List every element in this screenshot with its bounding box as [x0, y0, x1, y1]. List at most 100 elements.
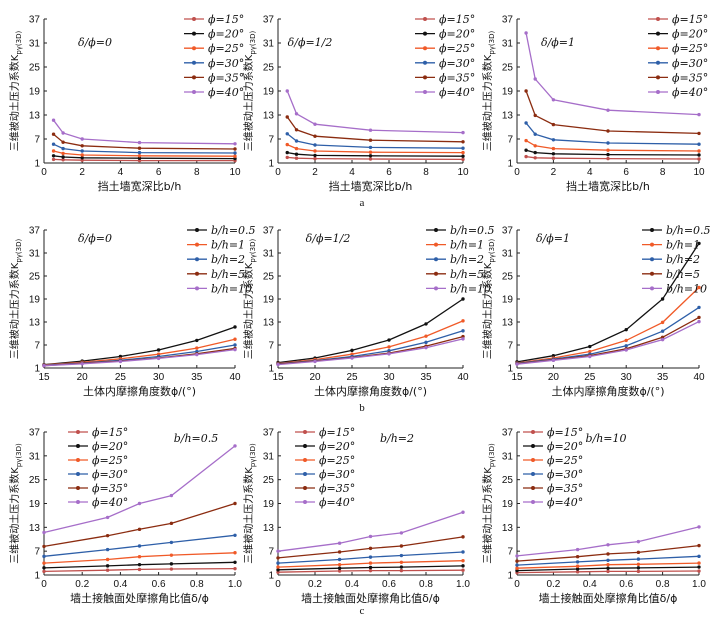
y-tick-label: 37: [502, 226, 514, 237]
legend-label: b/h=10: [666, 282, 707, 295]
chart-panel-b-1: 1 7 13 19 25 31 37 15 20 25 30 35 40 三维被动土压力系数Kpγ(3D)…: [8, 224, 256, 398]
data-point: [42, 544, 46, 549]
panel-annotation: δ/ϕ=1: [536, 232, 570, 245]
data-point: [313, 156, 317, 161]
data-point: [368, 561, 373, 565]
data-point: [61, 131, 65, 135]
legend-marker: [650, 271, 654, 276]
data-point: [660, 337, 665, 342]
legend-label: ϕ=30°: [672, 57, 708, 70]
data-point: [233, 566, 237, 571]
legend-marker: [531, 486, 535, 490]
legend-marker: [303, 472, 307, 476]
y-tick-label: 25: [29, 272, 41, 283]
data-point: [42, 554, 46, 559]
x-tick-label: 10: [457, 167, 469, 178]
data-point: [105, 547, 110, 552]
legend-marker: [76, 458, 80, 462]
data-point: [195, 346, 199, 350]
x-tick-label: 0: [41, 167, 47, 178]
data-point: [51, 154, 56, 158]
legend-label: b/h=0.5: [666, 224, 711, 237]
data-point: [42, 569, 46, 574]
series-line: [43, 326, 236, 366]
data-point: [424, 322, 428, 326]
y-tick-label: 19: [29, 87, 41, 98]
data-point: [156, 348, 161, 352]
x-tick-label: 0: [514, 167, 520, 178]
data-point: [195, 338, 199, 343]
data-point: [606, 543, 610, 547]
data-point: [233, 343, 237, 347]
legend-marker: [656, 31, 660, 36]
data-point: [533, 132, 537, 136]
subfigure-label: a: [360, 197, 365, 209]
y-axis-title: 三维被动土压力系数Kpγ(3D): [242, 239, 257, 360]
data-point: [313, 359, 317, 364]
data-point: [697, 285, 701, 290]
data-point: [606, 569, 610, 574]
y-tick-label: 1: [507, 364, 513, 375]
data-point: [233, 147, 237, 151]
data-point: [169, 562, 174, 566]
x-tick-label: 35: [657, 372, 669, 383]
y-tick-label: 31: [502, 451, 514, 462]
x-tick-label: 8: [423, 167, 429, 178]
y-tick-label: 31: [29, 39, 41, 50]
data-point: [575, 547, 580, 552]
x-tick-label: 30: [383, 372, 395, 383]
legend-label: ϕ=40°: [92, 496, 128, 509]
data-point: [461, 154, 465, 158]
y-tick-label: 7: [268, 547, 274, 558]
legend-marker: [303, 458, 307, 462]
data-point: [233, 154, 237, 158]
data-point: [233, 325, 237, 329]
legend-label: ϕ=40°: [439, 86, 475, 99]
legend-label: ϕ=25°: [92, 454, 128, 467]
legend-label: ϕ=35°: [439, 71, 475, 84]
x-tick-label: 0: [514, 579, 520, 590]
y-axis-title: 三维被动土压力系数Kpγ(3D): [242, 31, 257, 152]
legend-marker: [423, 75, 427, 80]
data-point: [337, 562, 342, 567]
legend-marker: [76, 486, 80, 490]
data-point: [350, 356, 354, 360]
y-tick-label: 1: [268, 159, 274, 170]
legend-label: ϕ=30°: [439, 57, 475, 70]
data-point: [285, 89, 289, 93]
legend-marker: [650, 257, 654, 262]
legend-marker: [656, 90, 660, 94]
data-point: [515, 362, 519, 366]
data-point: [313, 149, 317, 153]
data-point: [294, 128, 299, 132]
data-point: [294, 112, 299, 116]
data-point: [588, 344, 592, 349]
data-point: [624, 344, 628, 348]
data-point: [80, 362, 84, 366]
data-point: [80, 144, 84, 148]
legend-marker: [303, 430, 307, 434]
x-axis-title: 土体内摩擦角度数ϕ/(°): [83, 384, 196, 398]
data-point: [461, 150, 465, 155]
data-point: [368, 568, 373, 573]
legend-marker: [656, 60, 660, 65]
data-point: [533, 113, 537, 118]
data-point: [461, 297, 465, 301]
data-point: [233, 444, 237, 448]
legend-label: b/h=1: [450, 239, 484, 252]
data-point: [276, 561, 280, 565]
y-tick-label: 37: [263, 428, 275, 439]
data-point: [461, 329, 465, 333]
data-point: [606, 141, 610, 145]
series-line: [277, 511, 464, 552]
subfigure-label: c: [360, 605, 365, 617]
chart-panel-b-2: 1 7 13 19 25 31 37 15 20 25 30 35 40 三维被动土压力系数Kpγ(3D)…: [242, 224, 495, 398]
data-point: [285, 115, 289, 119]
data-point: [524, 138, 528, 143]
y-tick-label: 13: [263, 523, 275, 534]
legend-label: b/h=5: [211, 268, 245, 281]
x-tick-label: 2: [551, 167, 557, 178]
y-tick-label: 7: [34, 547, 40, 558]
series-line: [277, 320, 464, 365]
legend-label: ϕ=35°: [208, 71, 244, 84]
